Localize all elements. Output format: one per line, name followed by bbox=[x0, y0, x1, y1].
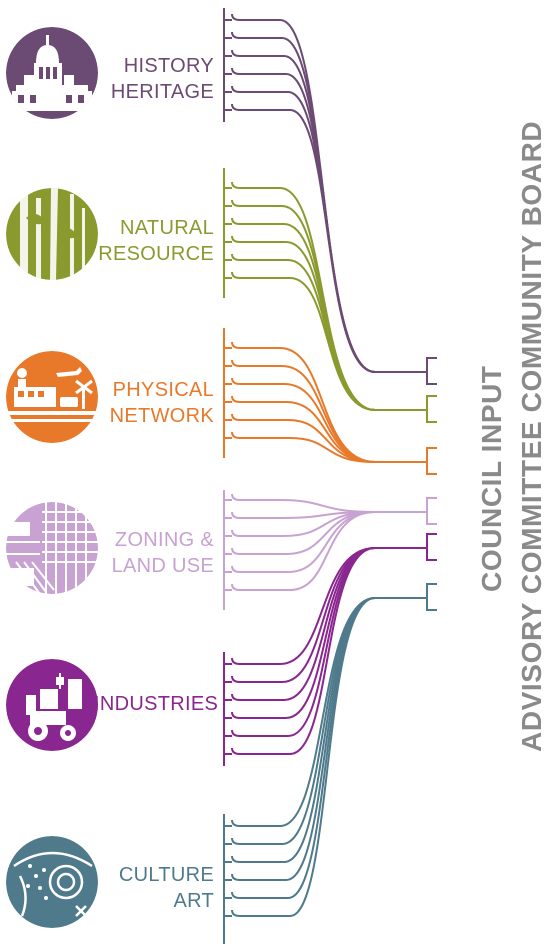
connector-line bbox=[231, 271, 376, 411]
category-label: CULTURE ART bbox=[94, 862, 214, 914]
category-label: ZONING & LAND USE bbox=[94, 527, 214, 579]
tree-icon bbox=[6, 188, 98, 280]
category-label: PHYSICAL NETWORK bbox=[94, 377, 214, 429]
output-bracket bbox=[426, 357, 437, 385]
connector-line bbox=[231, 547, 376, 665]
output-bracket bbox=[426, 447, 437, 475]
label-line: ZONING & bbox=[114, 529, 214, 551]
label-line: CULTURE bbox=[118, 864, 214, 886]
connector-line bbox=[231, 511, 376, 519]
connector-line bbox=[231, 547, 376, 701]
label-line: RESOURCE bbox=[98, 243, 214, 265]
connector-line bbox=[231, 547, 376, 719]
connector-line bbox=[231, 217, 376, 411]
label-line: PHYSICAL bbox=[112, 379, 214, 401]
connector-line bbox=[231, 547, 376, 755]
output-bracket bbox=[426, 395, 437, 423]
city-grid-icon bbox=[6, 502, 98, 594]
connector-line bbox=[231, 341, 376, 463]
label-line: NETWORK bbox=[109, 405, 214, 427]
connector-line bbox=[231, 199, 376, 411]
connector-line bbox=[231, 511, 376, 555]
connector-line bbox=[231, 597, 376, 881]
output-bracket bbox=[426, 533, 437, 561]
connector-line bbox=[231, 493, 376, 513]
train-plane-icon bbox=[6, 351, 98, 443]
dome-building-icon bbox=[6, 27, 98, 119]
label-line: INDUSTRIES bbox=[94, 693, 219, 715]
connector-line bbox=[231, 359, 376, 463]
art-pattern-icon bbox=[6, 836, 98, 928]
connector-line bbox=[231, 511, 376, 573]
connector-line bbox=[231, 85, 376, 373]
connector-line bbox=[231, 431, 376, 463]
connector-line bbox=[231, 511, 376, 537]
connector-line bbox=[231, 597, 376, 863]
connector-line bbox=[231, 395, 376, 463]
connector-line bbox=[231, 547, 376, 737]
connector-line bbox=[231, 597, 376, 917]
category-label: HISTORY HERITAGE bbox=[94, 53, 214, 105]
connector-line bbox=[231, 597, 376, 845]
label-line: ART bbox=[173, 890, 214, 912]
label-line: HISTORY bbox=[123, 55, 214, 77]
vertical-subtitle: ADVISORY COMMITTEE COMMUNITY BOARD bbox=[516, 120, 547, 752]
label-line: LAND USE bbox=[111, 555, 214, 577]
connector-line bbox=[231, 597, 376, 827]
vertical-title: COUNCIL INPUT bbox=[476, 365, 507, 592]
category-label: INDUSTRIES bbox=[94, 691, 219, 717]
category-label: NATURAL RESOURCE bbox=[94, 215, 214, 267]
output-bracket bbox=[426, 583, 437, 611]
connector-line bbox=[231, 547, 376, 683]
connector-line bbox=[231, 103, 376, 373]
label-line: NATURAL bbox=[120, 217, 214, 239]
connector-line bbox=[231, 597, 376, 899]
label-line: HERITAGE bbox=[110, 81, 214, 103]
connector-line bbox=[231, 67, 376, 373]
connector-line bbox=[231, 511, 376, 591]
tractor-factory-icon bbox=[6, 659, 98, 751]
connector-line bbox=[231, 413, 376, 463]
output-bracket bbox=[426, 497, 437, 525]
connector-line bbox=[231, 377, 376, 463]
